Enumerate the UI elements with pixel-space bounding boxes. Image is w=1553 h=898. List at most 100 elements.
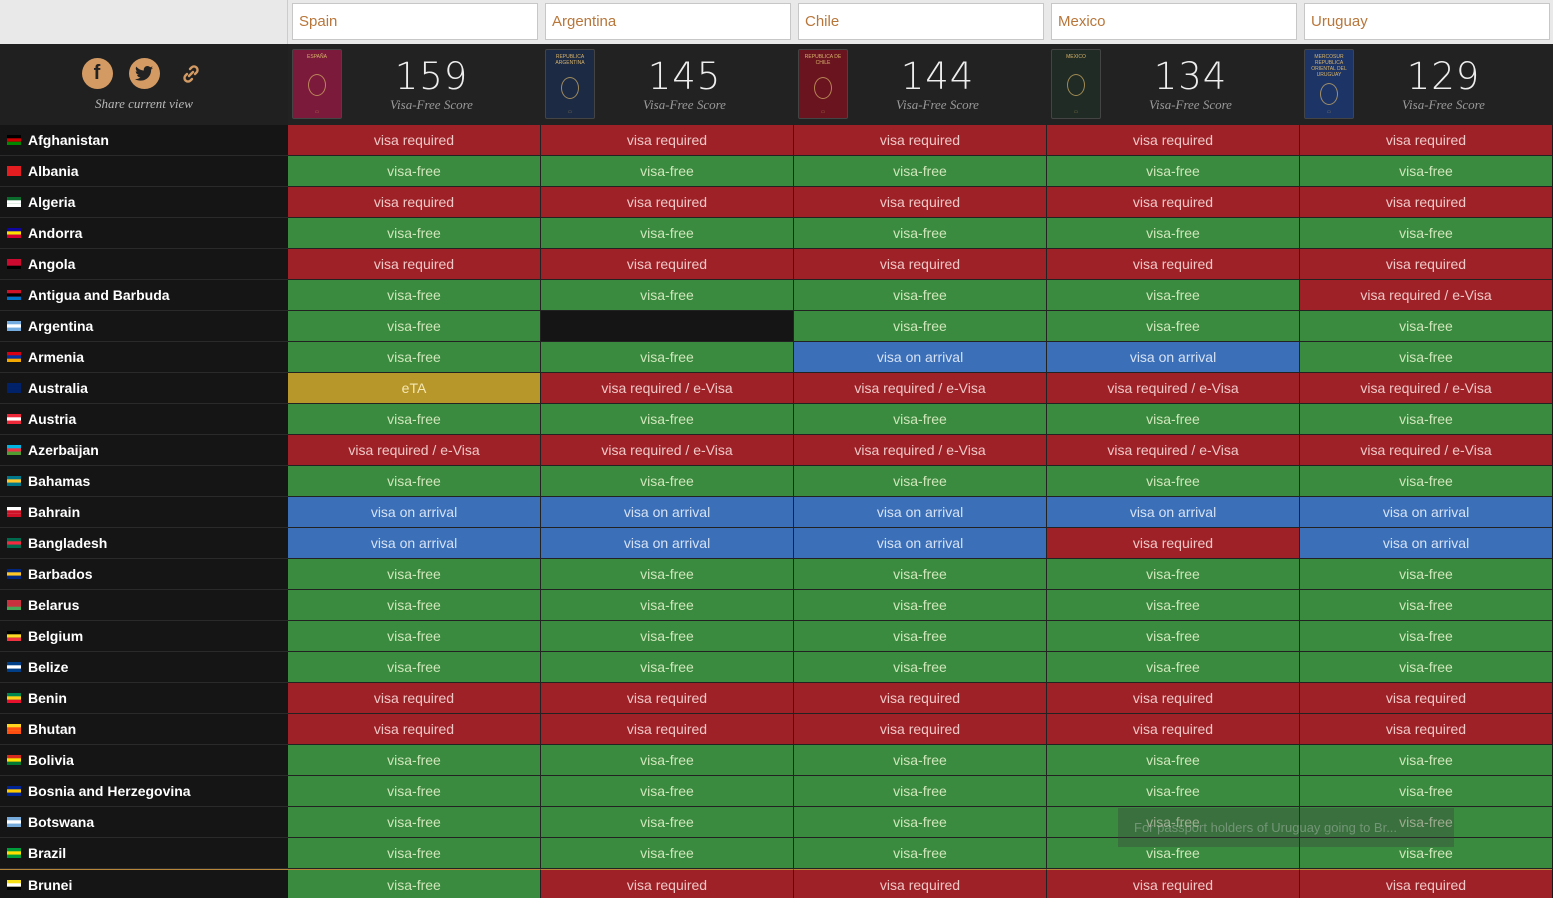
passport-search-input-uruguay[interactable] [1304,3,1550,40]
visa-status-cell[interactable]: visa-free [1300,559,1552,590]
visa-status-cell[interactable]: visa-free [541,559,794,590]
destination-country[interactable]: Azerbaijan [0,435,288,466]
visa-status-cell[interactable]: visa required / e-Visa [541,373,794,404]
visa-status-cell[interactable]: visa-free [541,156,794,187]
visa-status-cell[interactable]: visa required / e-Visa [1300,280,1552,311]
visa-status-cell[interactable]: visa-free [288,590,541,621]
visa-status-cell[interactable]: visa-free [288,311,541,342]
destination-country[interactable]: Angola [0,249,288,280]
visa-status-cell[interactable]: visa-free [1300,776,1552,807]
visa-status-cell[interactable]: visa required / e-Visa [288,435,541,466]
visa-status-cell[interactable]: visa-free [1047,559,1300,590]
visa-status-cell[interactable]: visa-free [541,404,794,435]
visa-status-cell[interactable]: visa required [288,187,541,218]
twitter-icon[interactable] [128,58,160,89]
destination-country[interactable]: Barbados [0,559,288,590]
visa-status-cell[interactable]: visa required [794,683,1047,714]
visa-status-cell[interactable]: visa required [794,714,1047,745]
visa-status-cell[interactable]: visa-free [541,838,794,869]
passport-card-uruguay[interactable]: MERCOSUR REPUBLICA ORIENTAL DEL URUGUAY □… [1300,44,1553,125]
destination-country[interactable]: Bahrain [0,497,288,528]
visa-status-cell[interactable]: visa-free [1047,218,1300,249]
visa-status-cell[interactable]: visa-free [288,776,541,807]
destination-country[interactable]: Belgium [0,621,288,652]
visa-status-cell[interactable]: visa on arrival [794,528,1047,559]
destination-country[interactable]: Bosnia and Herzegovina [0,776,288,807]
visa-status-cell[interactable]: visa-free [541,807,794,838]
visa-status-cell[interactable]: visa-free [1047,156,1300,187]
visa-status-cell[interactable]: visa-free [1300,652,1552,683]
visa-status-cell[interactable]: visa-free [1300,807,1552,838]
visa-status-cell[interactable]: visa-free [1300,156,1552,187]
visa-status-cell[interactable]: visa-free [1047,745,1300,776]
visa-status-cell[interactable]: visa on arrival [1047,342,1300,373]
destination-country[interactable]: Armenia [0,342,288,373]
visa-status-cell[interactable]: visa required [1047,249,1300,280]
visa-status-cell[interactable]: visa-free [288,342,541,373]
destination-country[interactable]: Australia [0,373,288,404]
passport-search-input-mexico[interactable] [1051,3,1297,40]
visa-status-cell[interactable]: visa-free [794,466,1047,497]
visa-status-cell[interactable]: visa required [794,125,1047,156]
visa-status-cell[interactable]: visa-free [794,807,1047,838]
visa-status-cell[interactable]: visa-free [1300,466,1552,497]
visa-status-cell[interactable]: visa-free [541,590,794,621]
visa-status-cell[interactable]: visa required [1300,187,1552,218]
visa-status-cell[interactable]: visa-free [1300,745,1552,776]
visa-status-cell[interactable]: visa-free [1300,218,1552,249]
visa-status-cell[interactable]: visa-free [794,404,1047,435]
visa-status-cell[interactable]: visa on arrival [288,497,541,528]
visa-status-cell[interactable]: visa-free [288,466,541,497]
visa-status-cell[interactable]: visa required / e-Visa [541,435,794,466]
destination-country[interactable]: Antigua and Barbuda [0,280,288,311]
visa-status-cell[interactable]: visa-free [1300,404,1552,435]
visa-status-cell[interactable]: visa required [288,249,541,280]
visa-status-cell[interactable]: visa-free [794,218,1047,249]
visa-status-cell[interactable]: visa-free [1300,342,1552,373]
passport-card-spain[interactable]: ESPAÑA □ 159 Visa-Free Score [288,44,541,125]
visa-status-cell[interactable]: visa-free [288,869,541,898]
visa-status-cell[interactable]: visa-free [1300,590,1552,621]
visa-status-cell[interactable]: visa-free [1300,311,1552,342]
visa-status-cell[interactable]: visa-free [794,776,1047,807]
visa-status-cell[interactable]: visa-free [541,342,794,373]
visa-status-cell[interactable]: visa on arrival [288,528,541,559]
visa-status-cell[interactable]: visa-free [794,621,1047,652]
visa-status-cell[interactable]: visa-free [1047,621,1300,652]
visa-status-cell[interactable]: visa required [1047,683,1300,714]
visa-status-cell[interactable]: visa-free [541,218,794,249]
visa-status-cell[interactable]: visa-free [1047,776,1300,807]
visa-status-cell[interactable]: visa required [1300,869,1552,898]
visa-status-cell[interactable]: visa-free [288,218,541,249]
visa-status-cell[interactable]: visa required [541,249,794,280]
visa-status-cell[interactable]: visa-free [288,745,541,776]
visa-status-cell[interactable]: visa-free [794,311,1047,342]
visa-status-cell[interactable]: visa-free [1047,404,1300,435]
visa-status-cell[interactable]: visa-free [1047,807,1300,838]
visa-status-cell[interactable]: visa required [1047,714,1300,745]
destination-country[interactable]: Brazil [0,838,288,869]
visa-status-cell[interactable]: visa required [1047,187,1300,218]
visa-status-cell[interactable]: visa required [1300,683,1552,714]
visa-status-cell[interactable]: visa on arrival [1300,528,1552,559]
visa-status-cell[interactable]: visa required [1047,869,1300,898]
visa-status-cell[interactable]: visa on arrival [1300,497,1552,528]
visa-status-cell[interactable]: visa on arrival [1047,497,1300,528]
visa-status-cell[interactable]: visa required [541,125,794,156]
visa-status-cell[interactable]: visa required [541,683,794,714]
visa-status-cell[interactable]: visa-free [541,745,794,776]
destination-country[interactable]: Andorra [0,218,288,249]
visa-status-cell[interactable]: visa-free [794,559,1047,590]
visa-status-cell[interactable]: visa required [541,714,794,745]
visa-status-cell[interactable]: visa-free [288,280,541,311]
visa-status-cell[interactable]: visa-free [541,280,794,311]
passport-search-input-spain[interactable] [292,3,538,40]
visa-status-cell[interactable]: visa-free [794,590,1047,621]
visa-status-cell[interactable]: visa required / e-Visa [1047,435,1300,466]
visa-status-cell[interactable]: visa required [541,187,794,218]
destination-country[interactable]: Afghanistan [0,125,288,156]
destination-country[interactable]: Brunei [0,869,288,898]
visa-status-cell[interactable]: visa-free [288,559,541,590]
visa-status-cell[interactable]: visa-free [1300,621,1552,652]
destination-country[interactable]: Austria [0,404,288,435]
